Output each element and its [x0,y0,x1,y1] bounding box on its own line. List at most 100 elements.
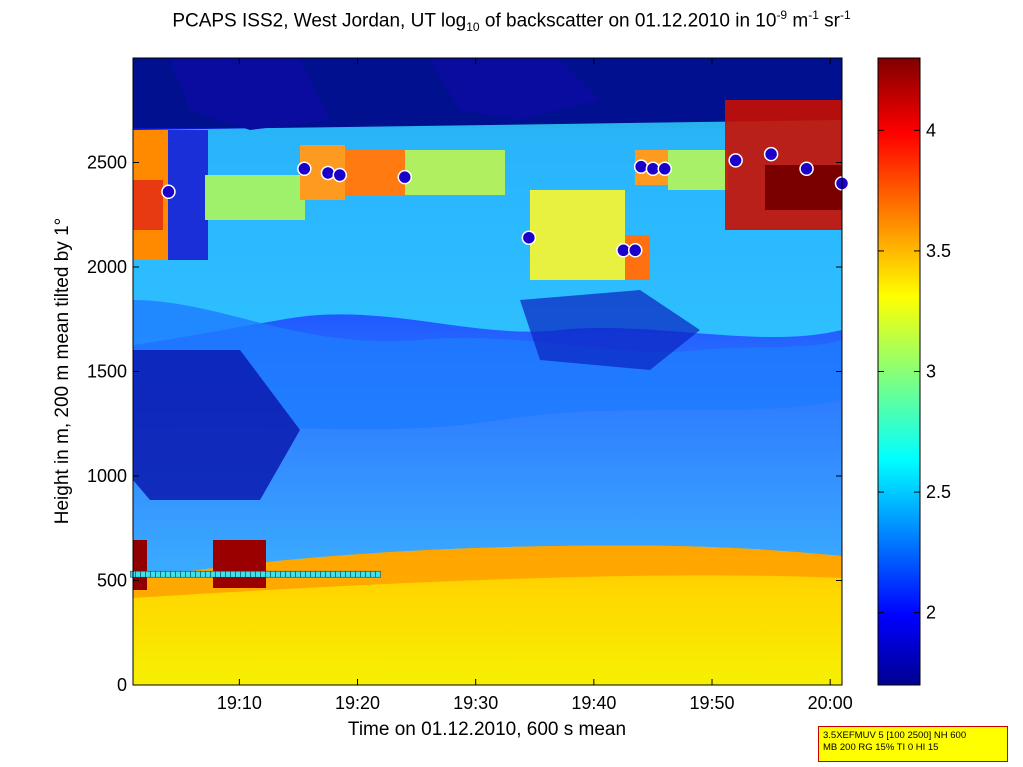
x-tick-label: 19:40 [571,693,616,713]
mixing-layer-square [225,570,231,578]
mixing-layer-square [270,570,276,578]
heatmap-transition-band [133,300,842,430]
x-tick-label: 19:30 [453,693,498,713]
mixing-layer-square [310,570,316,578]
x-tick-label: 19:20 [335,693,380,713]
heatmap-cloud-7 [625,235,650,280]
mixing-layer-square [365,570,371,578]
title-unit-m: m [787,10,809,32]
colorbar-tick-label: 3 [926,362,936,382]
cloud-base-circle [645,161,661,177]
y-axis-label: Height in m, 200 m mean tilted by 1° [52,218,73,524]
x-axis: 19:10 19:20 19:30 19:40 19:50 20:00 [217,58,853,713]
y-tick-label: 500 [97,571,127,591]
heatmap-dark-patch-2 [520,290,700,370]
mixing-layer-square [160,570,166,578]
mixing-layer-square [245,570,251,578]
cloud-base-circle [161,184,176,200]
mixing-layer-square [240,570,246,578]
mixing-layer-square [180,570,186,578]
mixing-layer-square [345,570,351,578]
heatmap-dark-patch-4 [430,60,600,120]
mixing-layer-square [140,570,146,578]
mixing-layer-square [330,570,336,578]
mixing-layer-square [275,570,281,578]
mixing-layer-square [210,570,216,578]
title-unit-sr: sr [818,10,840,32]
cloud-base-circle [799,161,814,177]
mixing-layer-square [285,570,291,578]
mixing-layer-square [250,570,256,578]
colorbar-tick-label: 4 [926,120,936,140]
cloud-base-circle [633,159,649,174]
y-tick-label: 2000 [87,257,127,277]
mixing-layer-square [305,570,311,578]
mixing-layer-square [170,570,176,578]
mixing-layer-square [200,570,206,578]
heatmap-low-patch-2 [213,540,266,588]
cloud-base-markers [161,146,850,258]
title-exponent-sr: -1 [840,8,851,22]
colorbar-tick-label: 3.5 [926,241,951,261]
y-axis: 0 500 1000 1500 2000 2500 [87,153,842,695]
mixing-layer-square [185,570,191,578]
chart-title: PCAPS ISS2, West Jordan, UT log10 of bac… [0,8,1023,34]
heatmap-cloud-2 [205,175,305,220]
title-exponent: -9 [776,8,788,22]
mixing-layer-square [370,570,376,578]
mixing-layer-square [165,570,171,578]
x-tick-label: 20:00 [808,693,853,713]
mixing-layer-square [335,570,341,578]
mixing-layer-square [300,570,306,578]
settings-info-box: 3.5XEFMUV 5 [100 2500] NH 600 MB 200 RG … [818,726,1008,762]
mixing-layer-square [295,570,301,578]
mixing-layer-square [155,570,161,578]
heatmap-cloud-6 [530,190,625,280]
mixing-layer-square [220,570,226,578]
heatmap-cloud-1-core [133,180,163,230]
x-axis-label: Time on 01.12.2010, 600 s mean [348,719,626,740]
mixing-layer-square [175,570,181,578]
mixing-layer-square [135,570,141,578]
cloud-base-circle [332,167,348,183]
mixing-layer-square [205,570,211,578]
mixing-layer-square [340,570,346,578]
cloud-base-circle [521,230,537,245]
title-log-base: 10 [466,20,480,35]
cloud-base-circle [616,243,631,258]
colorbar-tick-label: 2.5 [926,482,951,502]
mixing-layer-square [235,570,241,578]
mixing-layer-square [355,570,361,578]
backscatter-heatmap [133,58,842,685]
heatmap-cloud-9 [668,150,728,190]
heatmap-low-patch-1 [133,540,147,590]
mixing-layer-square [290,570,296,578]
mixing-layer-square [265,570,271,578]
mixing-layer-markers [130,570,381,578]
heatmap-dark-patch-1 [133,350,300,500]
cloud-base-circle [627,243,643,258]
y-tick-label: 1000 [87,466,127,486]
info-line-2: MB 200 RG 15% TI 0 HI 15 [823,742,939,753]
y-tick-label: 2500 [87,153,127,173]
mixing-layer-square [325,570,331,578]
colorbar [877,57,921,686]
mixing-layer-square [360,570,366,578]
mixing-layer-square [150,570,156,578]
cloud-base-circle [657,161,672,177]
mixing-layer-square [260,570,266,578]
info-line-1: 3.5XEFMUV 5 [100 2500] NH 600 [823,730,967,741]
mixing-layer-square [145,570,151,578]
title-middle: of backscatter on 01.12.2010 in 10 [479,10,777,32]
title-prefix: PCAPS ISS2, West Jordan, UT log [172,10,467,32]
mixing-layer-square [350,570,356,578]
mixing-layer-square [190,570,196,578]
x-tick-label: 19:50 [689,693,734,713]
y-tick-label: 0 [117,675,127,695]
colorbar-tick-label: 2 [926,603,936,623]
mixing-layer-square [195,570,201,578]
mixing-layer-square [215,570,221,578]
mixing-layer-square [320,570,326,578]
mixing-layer-square [315,570,321,578]
